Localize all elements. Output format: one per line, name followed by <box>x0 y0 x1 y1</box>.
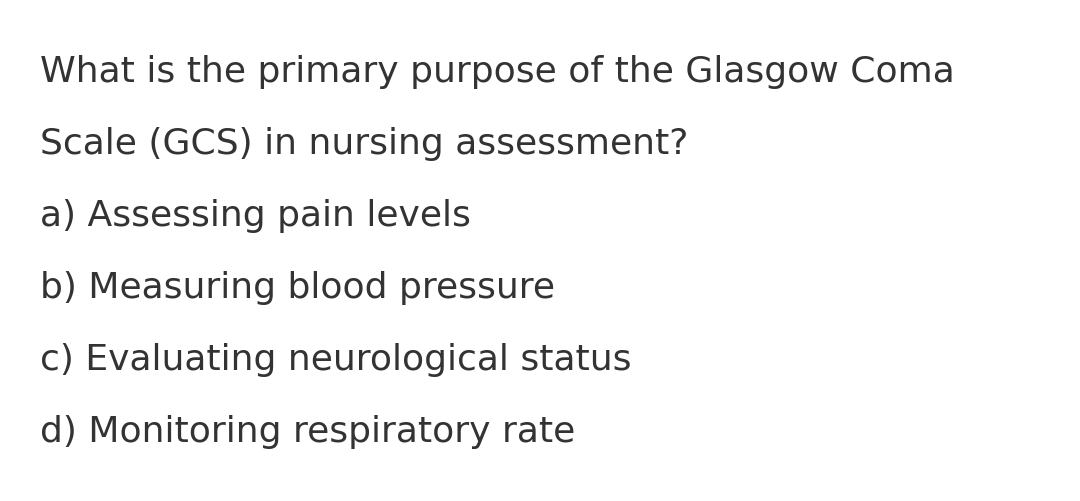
Text: Scale (GCS) in nursing assessment?: Scale (GCS) in nursing assessment? <box>40 127 688 161</box>
Text: c) Evaluating neurological status: c) Evaluating neurological status <box>40 343 632 377</box>
Text: a) Assessing pain levels: a) Assessing pain levels <box>40 199 471 233</box>
Text: b) Measuring blood pressure: b) Measuring blood pressure <box>40 271 555 305</box>
Text: What is the primary purpose of the Glasgow Coma: What is the primary purpose of the Glasg… <box>40 55 955 89</box>
Text: d) Monitoring respiratory rate: d) Monitoring respiratory rate <box>40 415 576 449</box>
